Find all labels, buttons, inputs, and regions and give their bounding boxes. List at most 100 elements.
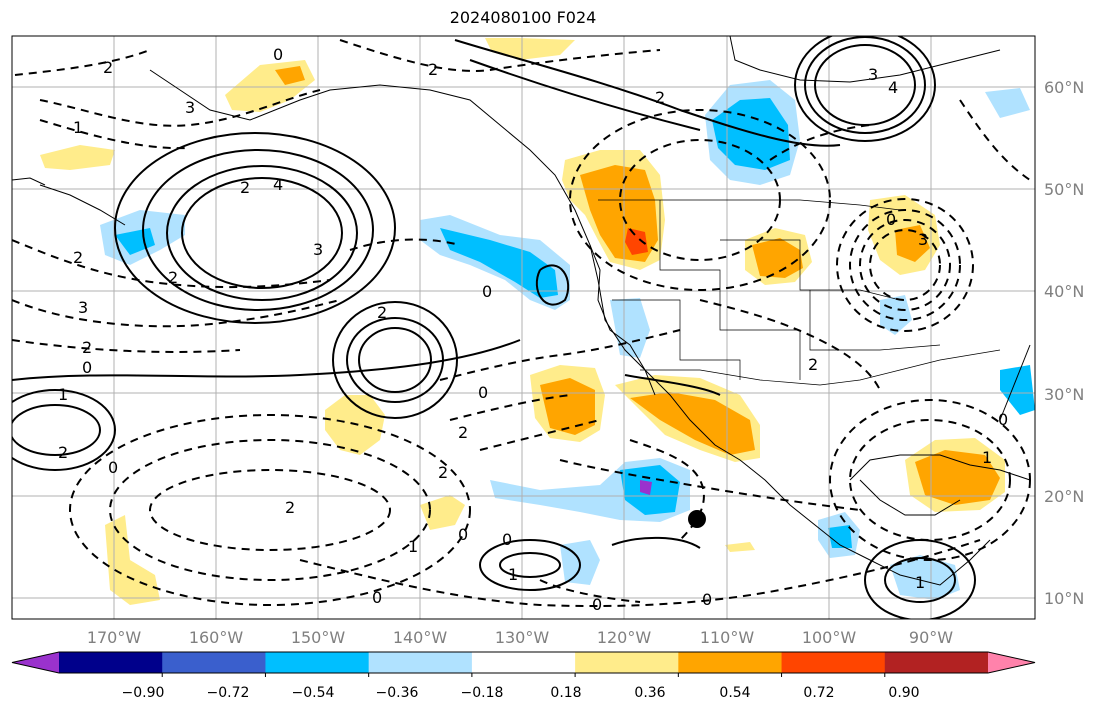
coastlines (12, 36, 1031, 586)
colorbar-segment (988, 652, 1035, 673)
colorbar-segment (368, 652, 473, 673)
anomaly-positive-small (420, 495, 465, 530)
contour-label: 2 (428, 60, 438, 79)
contour-label: 1 (915, 573, 925, 592)
colorbar-tick-label: 0.54 (719, 685, 750, 701)
anomaly-negative-canada-core (712, 98, 790, 170)
anomaly-positive-plains-core (752, 238, 803, 278)
contour-label: 0 (372, 588, 382, 607)
contour-label: 2 (58, 443, 68, 462)
contour-label: 0 (273, 45, 283, 64)
contour-label: 0 (592, 595, 602, 614)
contour-label: 0 (458, 525, 468, 544)
lon-label: 140°W (393, 628, 448, 647)
colorbar-segment (162, 652, 266, 673)
dashed-contours (12, 39, 1031, 608)
colorbar-outline (11, 651, 1036, 674)
contour-label: 0 (702, 590, 712, 609)
lon-label: 170°W (87, 628, 142, 647)
lon-label: 100°W (802, 628, 857, 647)
contour-label: 2 (82, 338, 92, 357)
contour-label: 1 (508, 565, 518, 584)
contour-label: 0 (998, 410, 1008, 429)
colorbar-segment (884, 652, 989, 673)
anomaly-positive-bering (40, 145, 115, 170)
contour-label: 3 (185, 98, 195, 117)
anomaly-negative-east (880, 295, 912, 335)
contour-label: 1 (58, 385, 68, 404)
colorbar-tick-label: −0.18 (461, 685, 504, 701)
colorbar-segment (575, 652, 679, 673)
anomaly-positive-baja-core (540, 378, 595, 435)
colorbar-tick-labels: −0.90 −0.72 −0.54 −0.36 −0.18 0.18 0.36 … (122, 685, 920, 701)
contour-label: 0 (482, 282, 492, 301)
colorbar-tick-label: 0.72 (803, 685, 834, 701)
anomaly-positive-lakes-core (895, 225, 930, 262)
colorbar-tick-label: −0.54 (292, 685, 335, 701)
contour-label: 0 (82, 358, 92, 377)
lon-label: 150°W (291, 628, 346, 647)
anomaly-positive-gulfmex-core (915, 450, 1000, 505)
colorbar-tick-label: 0.18 (550, 685, 581, 701)
latitude-labels: 60°N 50°N 40°N 30°N 20°N 10°N (1044, 78, 1084, 608)
anomaly-positive-tiny (725, 542, 755, 552)
contour-label: 2 (438, 463, 448, 482)
anomaly-extreme-negative (640, 480, 652, 495)
anomaly-negative-gulf-core (440, 228, 558, 298)
contour-label: 4 (888, 78, 898, 97)
colorbar-segment (265, 652, 370, 673)
lon-label: 120°W (597, 628, 652, 647)
contour-label: 2 (808, 355, 818, 374)
anomaly-negative-atlantic (1000, 365, 1035, 415)
contour-label: 2 (103, 58, 113, 77)
contour-label: 3 (78, 298, 88, 317)
contour-label: 1 (408, 537, 418, 556)
colorbar-segment (781, 652, 886, 673)
contour-label: 0 (502, 530, 512, 549)
lat-label: 10°N (1044, 589, 1084, 608)
colorbar (11, 651, 1036, 677)
anomaly-negative-labrador (985, 88, 1030, 118)
contour-label: 2 (458, 423, 468, 442)
colorbar-tick-label: −0.36 (376, 685, 419, 701)
colorbar-segment (59, 652, 163, 673)
longitude-labels: 170°W 160°W 150°W 140°W 130°W 120°W 110°… (87, 628, 953, 647)
map-frame (11, 35, 1036, 620)
anomaly-positive-southwest (105, 515, 160, 605)
anomaly-negative-centralam-core (828, 525, 852, 548)
contour-label: 0 (478, 383, 488, 402)
contour-label: 4 (273, 175, 283, 194)
contour-label: 0 (886, 210, 896, 229)
lon-label: 90°W (909, 628, 953, 647)
colorbar-segment (12, 652, 59, 673)
contour-labels: 2 0 3 1 2 4 3 2 0 2 3 2 0 1 2 2 0 2 0 2 … (58, 45, 1008, 614)
contour-label: 2 (240, 178, 250, 197)
storm-position-marker (688, 510, 706, 528)
lat-label: 20°N (1044, 487, 1084, 506)
map-title: 2024080100 F024 (449, 8, 597, 27)
contour-label: 2 (655, 88, 665, 107)
colorbar-tick-label: −0.72 (207, 685, 250, 701)
contour-label: 3 (868, 65, 878, 84)
contour-label: 0 (108, 458, 118, 477)
anomaly-negative-caribbean (890, 555, 960, 600)
lat-label: 50°N (1044, 180, 1084, 199)
colorbar-tick-label: −0.90 (122, 685, 165, 701)
contour-label: 1 (73, 118, 83, 137)
contour-label: 2 (168, 268, 178, 287)
lat-label: 60°N (1044, 78, 1084, 97)
political-borders (598, 199, 1001, 386)
contour-label: 3 (918, 230, 928, 249)
lat-label: 40°N (1044, 282, 1084, 301)
contour-label: 3 (313, 240, 323, 259)
lon-label: 110°W (700, 628, 755, 647)
colorbar-tick-label: 0.90 (888, 685, 919, 701)
contour-label: 2 (285, 498, 295, 517)
contour-label: 1 (982, 448, 992, 467)
colorbar-segment (678, 652, 783, 673)
contour-label: 2 (377, 303, 387, 322)
colorbar-segment (471, 652, 576, 673)
solid-contours (12, 36, 976, 619)
lon-label: 160°W (189, 628, 244, 647)
